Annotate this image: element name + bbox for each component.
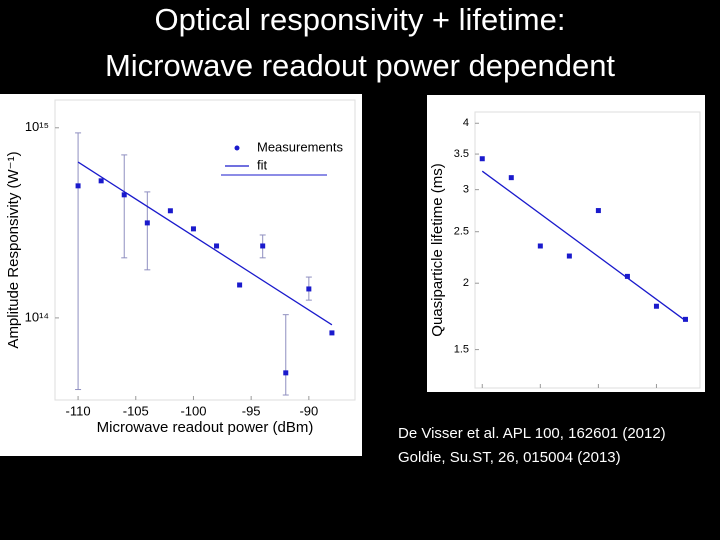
data-point (144, 220, 150, 226)
x-tick-label: -100 (180, 403, 206, 418)
data-point (329, 330, 335, 336)
data-point (508, 175, 514, 181)
chart-panel (0, 94, 362, 456)
y-tick-label: 3.5 (454, 148, 469, 160)
data-point (167, 208, 173, 214)
data-point (624, 273, 630, 279)
y-tick-label: 1.5 (454, 343, 469, 355)
data-point (283, 370, 289, 376)
legend-swatch (234, 145, 240, 151)
data-point (479, 156, 485, 162)
y-axis-label: Quasiparticle lifetime (ms) (429, 163, 446, 336)
y-axis-label: Amplitude Responsivity (W⁻¹) (5, 151, 22, 348)
data-point (260, 243, 266, 249)
data-point (214, 243, 220, 249)
x-tick-label: -90 (299, 403, 318, 418)
data-point (190, 226, 196, 232)
citation: Goldie, Su.ST, 26, 015004 (2013) (398, 449, 621, 466)
x-axis-label: Microwave readout power (dBm) (97, 419, 314, 436)
data-point (306, 286, 312, 292)
y-tick-label: 2.5 (454, 226, 469, 238)
data-point (121, 192, 127, 198)
data-point (237, 282, 243, 288)
chart-panel (427, 95, 705, 392)
data-point (653, 303, 659, 309)
legend-label: fit (257, 157, 268, 172)
citation: De Visser et al. APL 100, 162601 (2012) (398, 425, 666, 442)
x-tick-label: -105 (123, 403, 149, 418)
fit-line (77, 161, 333, 326)
data-point (595, 208, 601, 214)
y-tick-label: 3 (463, 184, 469, 196)
x-tick-label: 98 (534, 394, 546, 406)
legend-label: Measurements (257, 139, 343, 154)
data-point (98, 178, 104, 184)
x-tick-label: -95 (242, 403, 261, 418)
fit-line (481, 170, 686, 322)
x-tick-label: -110 (66, 403, 91, 418)
plot-frame (474, 111, 701, 389)
data-point (75, 183, 81, 189)
y-tick-label: 4 (463, 117, 469, 129)
slide-title: Optical responsivity + lifetime: (155, 2, 566, 37)
x-tick-label: 90 (650, 394, 662, 406)
x-tick-label: -102 (471, 394, 493, 406)
data-point (682, 316, 688, 322)
x-tick-label: 94 (592, 394, 604, 406)
data-point (566, 253, 572, 259)
y-tick-label: 10¹⁴ (25, 309, 49, 324)
plot-frame (54, 99, 356, 401)
slide-title: Microwave readout power dependent (105, 48, 615, 83)
data-point (537, 243, 543, 249)
x-axis-label: Microwave readout Power (dBm) (478, 407, 696, 424)
y-tick-label: 2 (463, 277, 469, 289)
y-tick-label: 10¹⁵ (25, 119, 49, 134)
